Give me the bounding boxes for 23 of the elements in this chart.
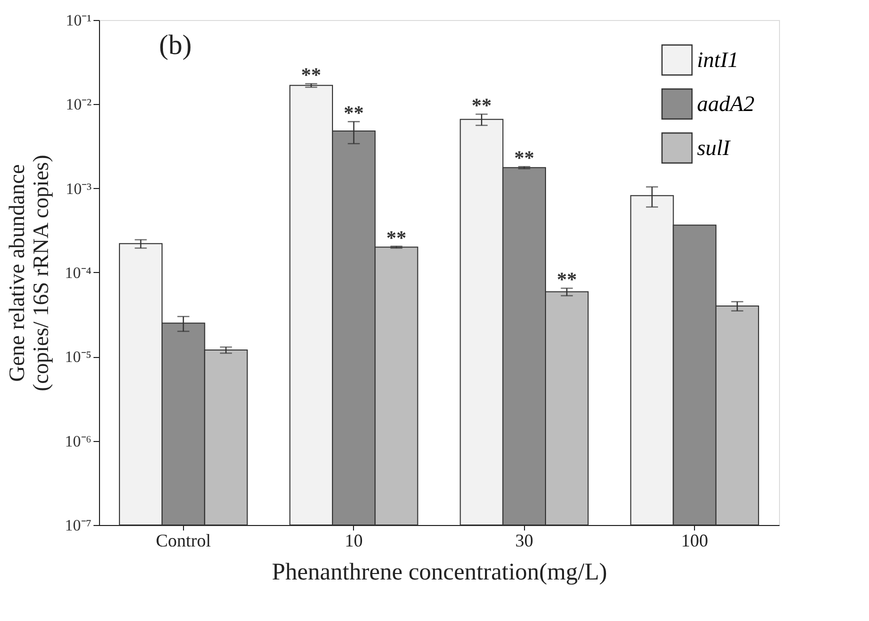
data-label: ** <box>514 148 534 170</box>
data-label: ** <box>386 227 406 250</box>
data-label: ** <box>344 102 364 125</box>
data-label: ** <box>556 269 577 292</box>
x-tick-label: 10 <box>344 530 363 550</box>
y-axis-title: Gene relative abundance (copies/ 16S rRNA copies) <box>4 154 53 392</box>
y-tick-label: 10⁻¹ <box>66 12 92 30</box>
legend-label: sulI <box>697 135 732 160</box>
legend-label: intI1 <box>697 47 739 72</box>
x-axis-title: Phenanthrene concentration(mg/L) <box>272 560 608 586</box>
y-tick-label: 10⁻⁵ <box>64 349 92 366</box>
y-tick-label: 10⁻⁶ <box>64 433 92 450</box>
y-tick-label: 10⁻⁴ <box>64 265 92 282</box>
data-label: ** <box>301 64 322 87</box>
y-tick-label: 10⁻³ <box>66 180 92 198</box>
x-tick-label: 100 <box>681 530 708 550</box>
y-tick-label: 10⁻⁷ <box>64 518 92 534</box>
y-tick-label: 10⁻² <box>66 96 92 114</box>
x-tick-label: 30 <box>515 530 534 550</box>
data-label: ** <box>472 95 492 118</box>
annotation: (b) <box>159 30 192 61</box>
legend-label: aadA2 <box>697 91 754 116</box>
x-tick-label: Control <box>156 530 211 550</box>
